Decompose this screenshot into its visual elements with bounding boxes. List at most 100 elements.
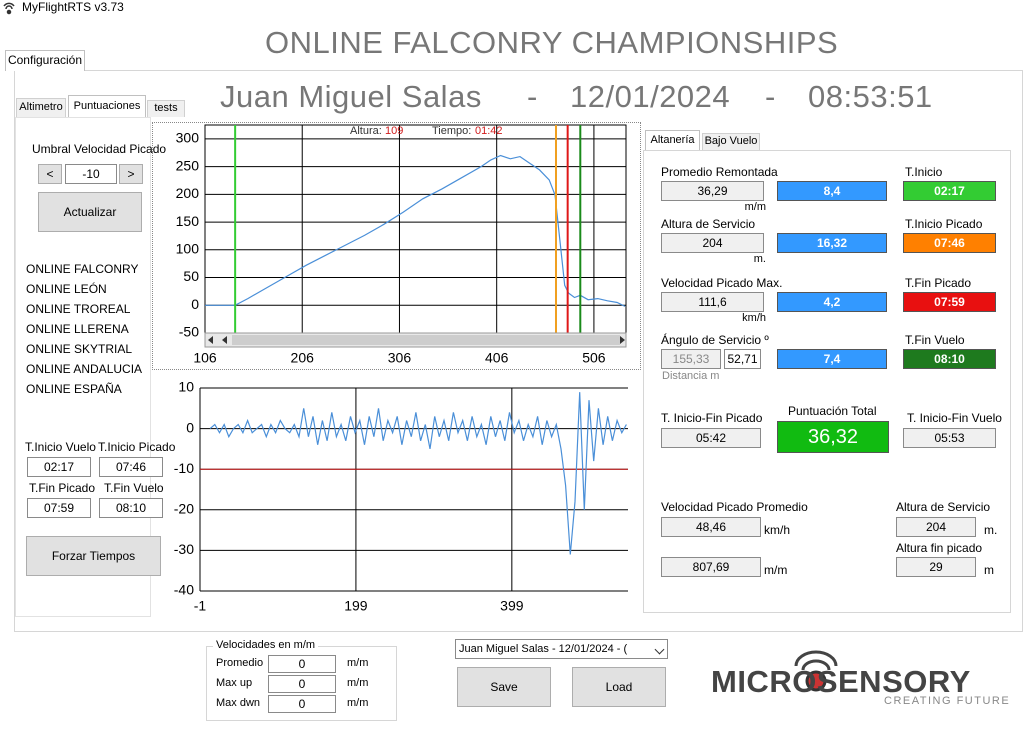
speed-unit: m/m (347, 677, 369, 689)
tab[interactable]: Altanería (645, 130, 700, 150)
tab[interactable]: Bajo Vuelo (702, 133, 760, 150)
x-tick-label: 506 (582, 350, 606, 366)
flight-date: 12/01/2024 (570, 79, 731, 114)
x-tick-label: -1 (194, 598, 207, 614)
session-select[interactable]: Juan Miguel Salas - 12/01/2024 - ( (455, 639, 668, 659)
field-unit: km/h (742, 312, 766, 324)
score-value: 8,4 (777, 181, 887, 201)
total-label: Puntuación Total (788, 404, 877, 418)
x-tick-label: 406 (485, 350, 509, 366)
field-unit: m/m (744, 201, 766, 213)
altitude-value: 204 (896, 517, 976, 537)
y-tick-label: -30 (174, 541, 194, 557)
icon-dot (6, 9, 12, 15)
time-label: T.Inicio Picado (98, 440, 176, 454)
field-label: Ángulo de Servicio º (661, 333, 769, 347)
championship-item[interactable]: ONLINE FALCONRY (26, 262, 139, 276)
icon-arc (3, 2, 15, 7)
field-value: 111,6 (661, 292, 764, 312)
field-value: 52,71 (724, 349, 761, 369)
threshold-input[interactable]: -10 (65, 164, 117, 184)
title: ONLINE FALCONRY CHAMPIONSHIPS (265, 25, 839, 60)
y-tick-label: -40 (174, 582, 194, 598)
time-label: T.Inicio (905, 165, 943, 179)
pilot-name: Juan Miguel Salas (220, 79, 482, 114)
tab[interactable]: tests (147, 100, 185, 117)
championship-item[interactable]: ONLINE LLERENA (26, 322, 129, 336)
duration-value: 05:53 (903, 428, 996, 448)
championship-item[interactable]: ONLINE LEÓN (26, 282, 107, 296)
time-value: 02:17 (27, 457, 91, 477)
championship-item[interactable]: ONLINE ESPAÑA (26, 382, 122, 396)
data-line (205, 154, 626, 307)
time-value: 02:17 (903, 181, 996, 201)
update-button[interactable]: Actualizar (38, 192, 142, 232)
duration-value: 05:42 (661, 428, 761, 448)
right-panel (643, 150, 1011, 613)
total-value: 36,32 (777, 421, 889, 453)
altitude-value: 29 (896, 557, 976, 577)
y-tick-label: 300 (176, 130, 200, 146)
logo-arc (801, 659, 831, 671)
dropdown-arrow[interactable] (654, 644, 665, 655)
left-panel (15, 117, 151, 617)
readout: 01:42 (475, 125, 503, 137)
logo-dot (805, 670, 827, 692)
field-unit: Distancia m (662, 370, 720, 382)
time-value: 08:10 (903, 349, 996, 369)
data-line (209, 392, 627, 555)
group-title: Velocidades en m/m (213, 639, 319, 654)
scrollbar-thumb (232, 335, 620, 345)
speed-value[interactable]: 0 (268, 695, 336, 713)
x-tick-label: 106 (193, 350, 217, 366)
time-label: T.Inicio Vuelo (25, 440, 96, 454)
force-button[interactable]: Forzar Tiempos (26, 536, 161, 576)
readout: Altura: (350, 125, 382, 137)
championship-item[interactable]: ONLINE TROREAL (26, 302, 131, 316)
y-tick-label: 0 (186, 419, 194, 435)
speed-value[interactable]: 0 (268, 655, 336, 673)
time-label: T.Fin Picado (29, 481, 96, 495)
save-button[interactable]: Save (457, 667, 551, 707)
window-icon (3, 2, 15, 15)
separator: - (527, 79, 538, 114)
championship-item[interactable]: ONLINE SKYTRIAL (26, 342, 133, 356)
flight-time: 08:53:51 (808, 79, 933, 114)
prev-button[interactable]: < (38, 164, 62, 184)
score-value: 16,32 (777, 233, 887, 253)
load-button[interactable]: Load (572, 667, 666, 707)
y-tick-label: -20 (174, 501, 194, 517)
speed-value: 48,46 (661, 517, 761, 537)
y-tick-label: 0 (191, 296, 199, 312)
field-label: Velocidad Picado Max. (661, 276, 783, 290)
readout: Tiempo: (432, 125, 471, 137)
readout: 109 (385, 125, 403, 137)
y-tick-label: 200 (176, 185, 200, 201)
next-button[interactable]: > (119, 164, 143, 184)
y-tick-label: -10 (174, 460, 194, 476)
speed-unit: km/h (764, 523, 791, 537)
field-value: 204 (661, 233, 764, 253)
icon-arc (5, 5, 13, 10)
tab[interactable]: Configuración (5, 50, 85, 71)
tab[interactable]: Altimetro (16, 98, 66, 117)
championship-item[interactable]: ONLINE ANDALUCIA (26, 362, 143, 376)
time-label: T.Fin Picado (905, 276, 972, 290)
threshold-label: Umbral Velocidad Picado (32, 142, 167, 156)
separator: - (765, 79, 776, 114)
window-title: MyFlightRTS v3.73 (22, 0, 124, 14)
tab[interactable]: Puntuaciones (68, 95, 146, 117)
time-label: T.Inicio Picado (905, 217, 983, 231)
altitude-label: Altura de Servicio (896, 500, 991, 514)
speed-label: Max dwn (216, 697, 261, 709)
x-tick-label: 206 (291, 350, 315, 366)
x-tick-label: 399 (500, 598, 524, 614)
time-value: 08:10 (99, 498, 163, 518)
speed-label: Max up (216, 677, 253, 689)
time-label: T.Fin Vuelo (905, 333, 965, 347)
field-value: 36,29 (661, 181, 764, 201)
speed-value[interactable]: 0 (268, 675, 336, 693)
altitude-label: Altura fin picado (896, 541, 983, 555)
